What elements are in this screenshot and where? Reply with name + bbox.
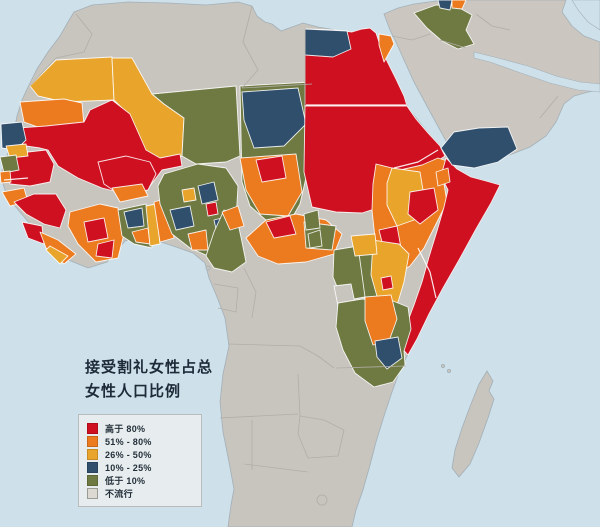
- region-cameroon-north: [221, 205, 245, 231]
- legend-swatch-red: [87, 423, 98, 434]
- legend-label: 高于 80%: [105, 424, 146, 434]
- middle-east-landmass: [383, 0, 600, 167]
- region-cote-divoire-north: [83, 217, 109, 243]
- region-sinai: [378, 33, 395, 63]
- white-border-lines: [3, 104, 439, 299]
- legend-item-not-prevalent: 不流行: [87, 487, 201, 500]
- legend-label: 不流行: [105, 489, 133, 499]
- region-djibouti: [435, 167, 451, 187]
- region-guinea: [13, 193, 67, 229]
- legend-label: 51% - 80%: [105, 436, 152, 447]
- persian-gulf: [473, 51, 600, 93]
- region-senegal-southcoast: [0, 170, 12, 184]
- map-title-line1: 接受割礼女性占总: [85, 359, 214, 376]
- legend-swatch-blue: [87, 462, 98, 473]
- region-kenya-dot: [380, 275, 394, 291]
- gray-country-borders: [29, 5, 559, 506]
- caspian-sea: [571, 0, 600, 31]
- region-nigeria-dot: [205, 201, 219, 217]
- legend-label: 10% - 25%: [105, 462, 152, 473]
- comoros-island: [446, 368, 451, 373]
- legend-item-10-25: 10% - 25%: [87, 461, 201, 474]
- region-somalia-northeast-kenya: [399, 157, 501, 356]
- map-title: 接受割礼女性占总 女性人口比例: [85, 356, 213, 404]
- legend-item-51-80: 51% - 80%: [87, 435, 201, 448]
- eritrea-border-line: [393, 149, 439, 169]
- legend-label: 低于 10%: [105, 476, 146, 486]
- region-sierra-leone: [21, 221, 45, 245]
- legend-swatch-olive: [87, 475, 98, 486]
- legend-item-above-80: 高于 80%: [87, 422, 201, 435]
- map-legend: 高于 80% 51% - 80% 26% - 50% 10% - 25% 低于 …: [78, 414, 202, 507]
- region-south-sudan-patch: [307, 229, 323, 249]
- region-tanzania-south: [374, 336, 403, 370]
- legend-swatch-gray: [87, 488, 98, 499]
- legend-swatch-yellow: [87, 449, 98, 460]
- region-burkina-south: [111, 183, 149, 203]
- region-iraq-north: [451, 0, 467, 10]
- legend-label: 26% - 50%: [105, 449, 152, 460]
- region-nigeria-central: [169, 205, 195, 231]
- legend-swatch-orange: [87, 436, 98, 447]
- legend-item-26-50: 26% - 50%: [87, 448, 201, 461]
- region-nigeria-patch: [181, 187, 197, 203]
- region-chad-north: [241, 87, 307, 149]
- region-south-sudan-west: [303, 209, 321, 231]
- region-nigeria-north: [197, 181, 219, 205]
- region-ethiopia-east: [407, 187, 439, 225]
- region-niger: [151, 85, 241, 165]
- region-cote-divoire-south: [95, 239, 115, 259]
- kenya-somalia-border-line: [417, 247, 437, 299]
- region-senegal-north: [5, 143, 29, 159]
- gambia-border-line: [3, 177, 29, 181]
- region-car-north: [265, 215, 297, 239]
- bioko-island: [205, 265, 211, 271]
- region-nigeria-south: [187, 229, 209, 251]
- map-title-line2: 女性人口比例: [85, 383, 182, 400]
- region-uganda-north: [350, 233, 378, 257]
- region-ghana-north: [123, 207, 145, 229]
- madagascar-island: [451, 370, 495, 478]
- region-chad-center: [255, 155, 287, 183]
- region-iraq-kurdistan: [437, 0, 453, 11]
- region-yemen: [440, 126, 518, 169]
- comoros-island: [440, 363, 445, 368]
- legend-item-below-10: 低于 10%: [87, 474, 201, 487]
- region-senegal-coast: [0, 154, 20, 174]
- region-senegal: [7, 149, 55, 187]
- region-liberia-coast: [45, 245, 69, 265]
